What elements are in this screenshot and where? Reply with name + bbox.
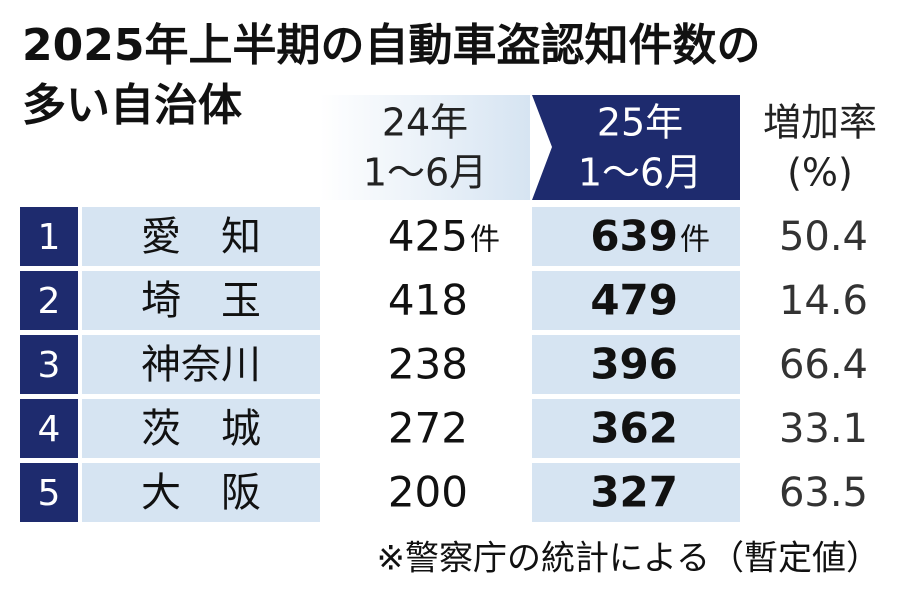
y25-cell [532, 463, 740, 522]
title-line: 2025年上半期の自動車盗認知件数の [22, 20, 760, 71]
rank-cell [20, 463, 78, 522]
value-24: 272 [388, 404, 468, 453]
value-24: 418 [388, 276, 468, 325]
header-bg [320, 95, 530, 200]
rank: 2 [38, 281, 61, 322]
value-24: 200 [388, 468, 468, 517]
header-bg-highlight [532, 95, 740, 200]
value-25: 362 [590, 404, 678, 453]
name-cell [82, 335, 320, 394]
value-25: 639 [590, 212, 678, 261]
header-label: 1～6月 [363, 151, 487, 195]
y25-cell [532, 335, 740, 394]
unit: 件 [470, 223, 500, 258]
rate: 33.1 [779, 406, 868, 452]
rate: 66.4 [779, 342, 868, 388]
name-cell [82, 463, 320, 522]
rate: 14.6 [779, 278, 868, 324]
y25-cell [532, 399, 740, 458]
rank: 4 [38, 409, 61, 450]
prefecture: 大 阪 [141, 470, 261, 516]
rate: 50.4 [779, 214, 868, 260]
value-24: 238 [388, 340, 468, 389]
rate: 63.5 [779, 470, 868, 516]
value-25: 327 [590, 468, 678, 517]
y25-cell [532, 207, 740, 266]
header-label: (%) [787, 151, 853, 195]
value-25: 396 [590, 340, 678, 389]
header-label: 24年 [382, 101, 468, 145]
rank: 5 [38, 473, 61, 514]
footnote: ※警察庁の統計による（暫定値） [377, 539, 880, 579]
name-cell [82, 207, 320, 266]
y25-cell [532, 271, 740, 330]
rank-cell [20, 271, 78, 330]
rank: 1 [38, 217, 61, 258]
header-label: 25年 [597, 101, 683, 145]
unit: 件 [680, 223, 710, 258]
header-label: 1～6月 [578, 151, 702, 195]
value-25: 479 [590, 276, 678, 325]
rank-cell [20, 207, 78, 266]
title-line: 多い自治体 [22, 80, 242, 131]
prefecture: 埼 玉 [141, 278, 261, 324]
rank-cell [20, 399, 78, 458]
prefecture: 愛 知 [141, 214, 261, 260]
header-label: 増加率 [763, 101, 877, 145]
value-24: 425 [388, 212, 468, 261]
name-cell [82, 399, 320, 458]
prefecture: 神奈川 [141, 342, 261, 388]
prefecture: 茨 城 [141, 406, 261, 452]
rank: 3 [38, 345, 61, 386]
rank-cell [20, 335, 78, 394]
name-cell [82, 271, 320, 330]
